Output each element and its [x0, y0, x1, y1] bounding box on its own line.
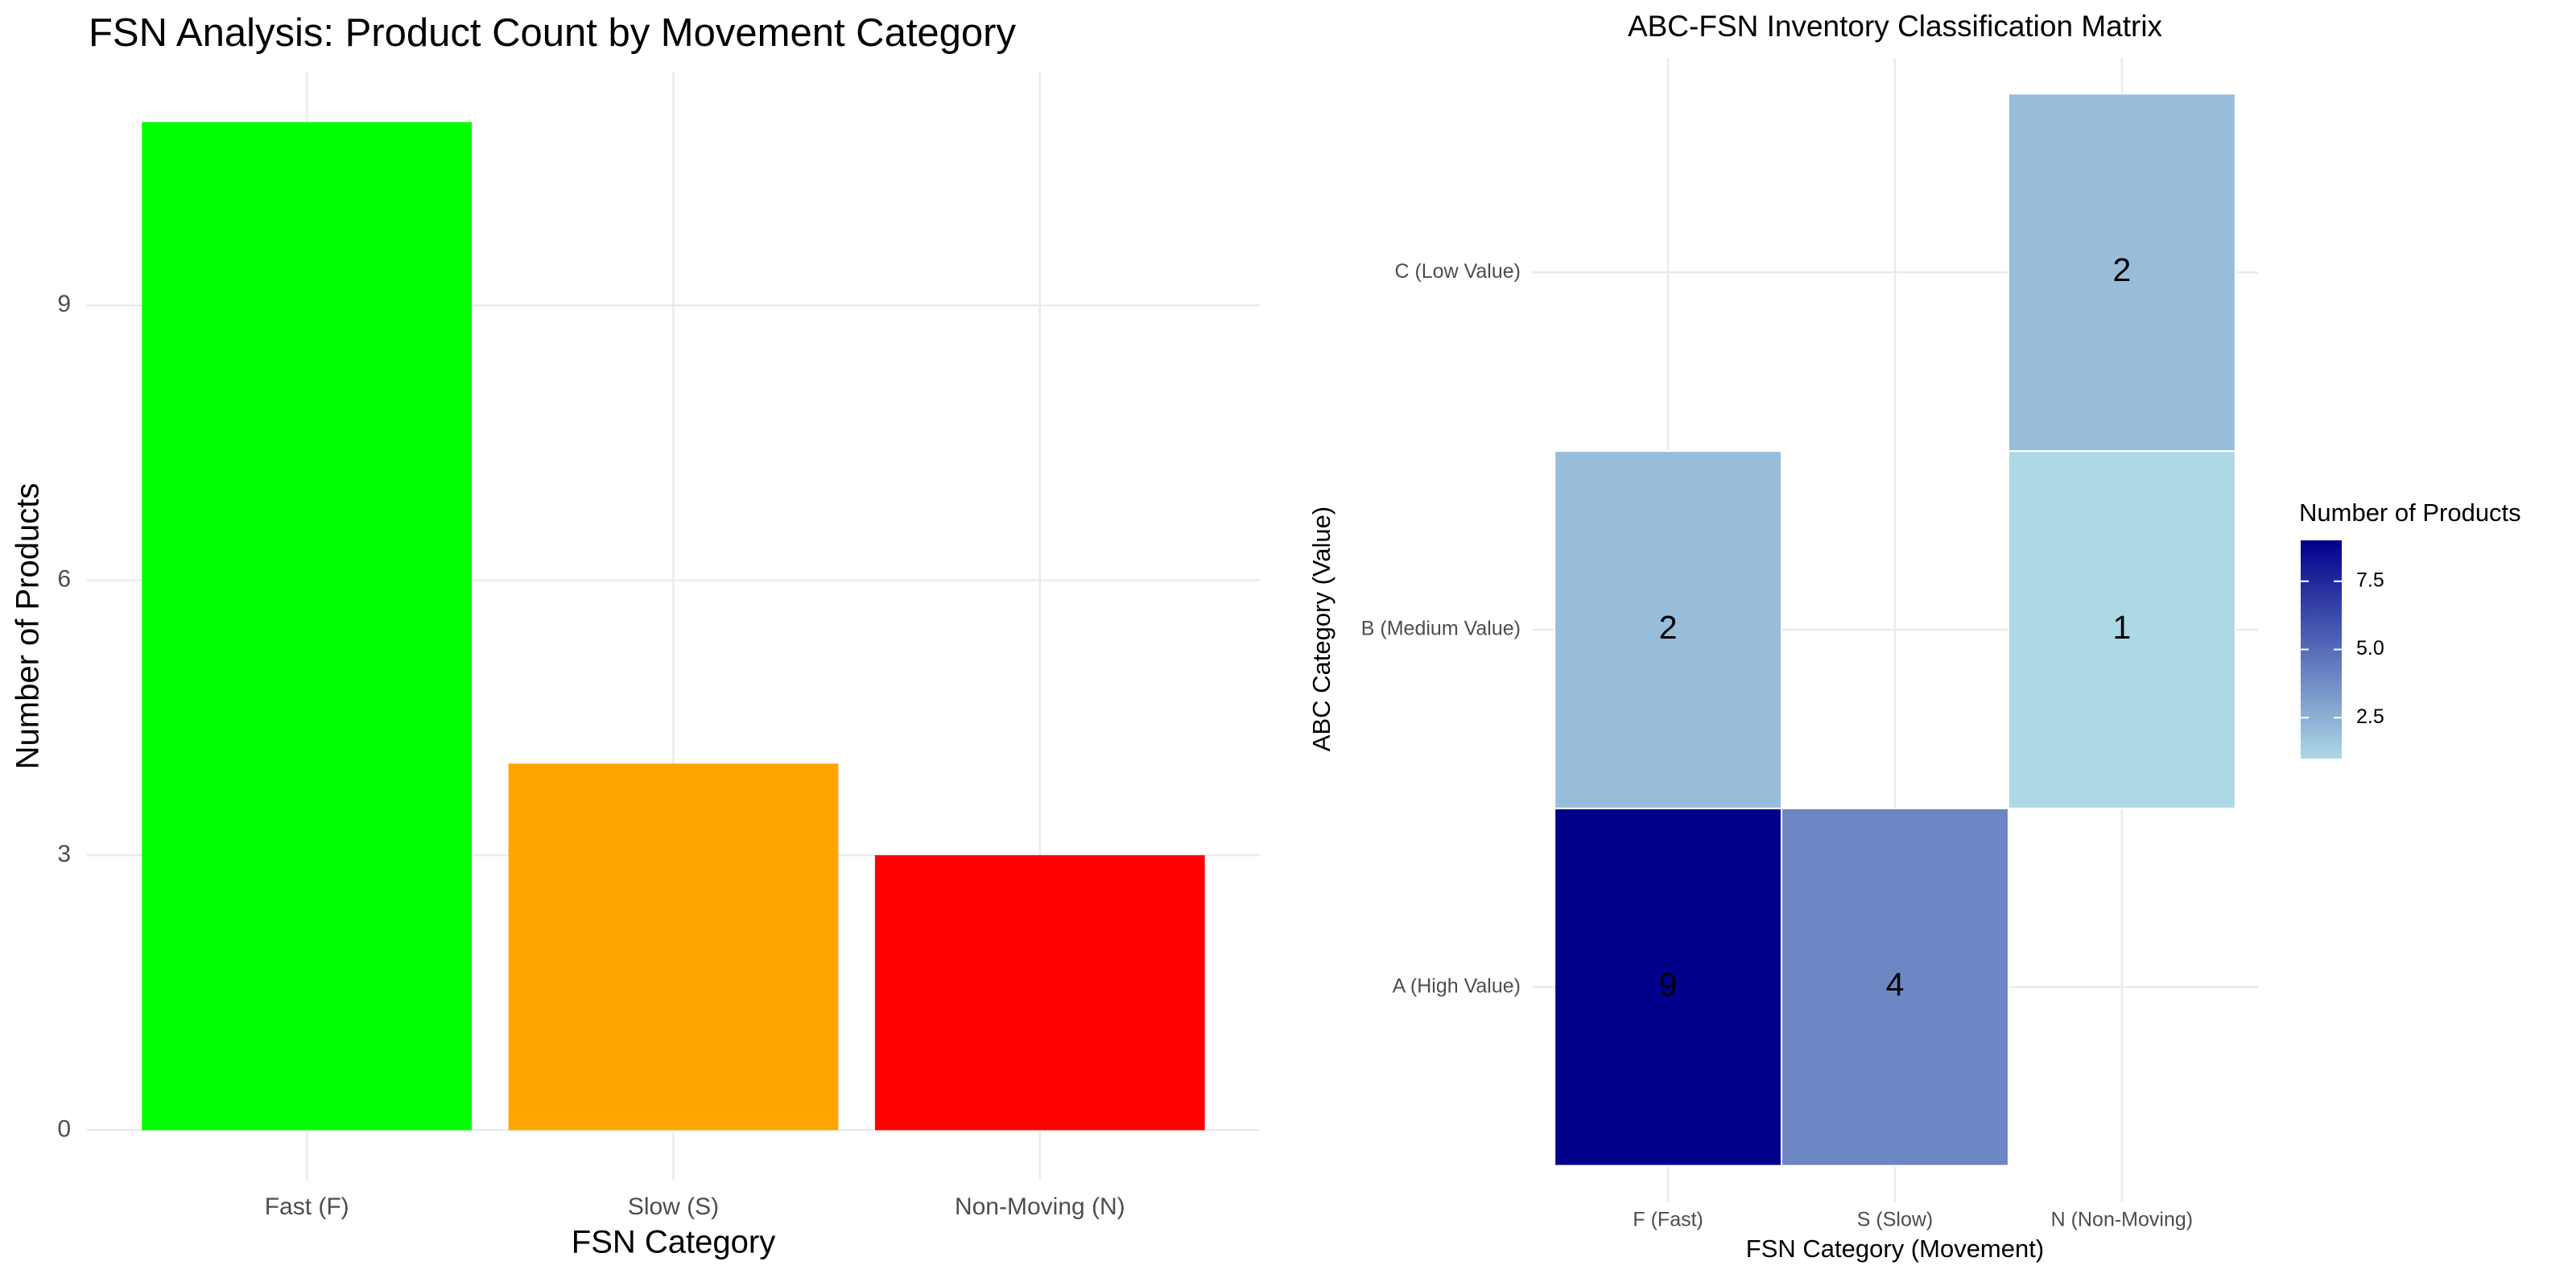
- chart-title: FSN Analysis: Product Count by Movement …: [89, 11, 1017, 55]
- y-tick-label: 0: [57, 1115, 71, 1142]
- bar: [508, 763, 839, 1131]
- colorbar-label: 2.5: [2356, 705, 2384, 728]
- x-axis-title: FSN Category: [572, 1225, 775, 1260]
- legend-title: Number of Products: [2299, 498, 2521, 527]
- x-tick-label: N (Non-Moving): [2051, 1209, 2193, 1231]
- y-tick-label: A (High Value): [1393, 974, 1521, 997]
- colorbar-label: 5.0: [2356, 637, 2384, 660]
- y-tick-label: 9: [57, 291, 71, 317]
- chart-title: ABC-FSN Inventory Classification Matrix: [1628, 10, 2163, 43]
- cell-label: 9: [1659, 966, 1678, 1003]
- y-axis-title: Number of Products: [10, 483, 46, 770]
- x-tick-label: F (Fast): [1633, 1209, 1703, 1231]
- bar: [874, 855, 1205, 1131]
- cell-label: 2: [1659, 609, 1678, 646]
- x-axis-title: FSN Category (Movement): [1746, 1235, 2044, 1263]
- y-tick-label: 6: [57, 566, 71, 593]
- heatmap-cell: [1554, 450, 1783, 809]
- heatmap-cell: [1554, 807, 1783, 1167]
- bar: [142, 122, 473, 1131]
- y-axis-title: ABC Category (Value): [1307, 507, 1335, 751]
- y-tick-label: 3: [57, 841, 71, 867]
- cell-label: 4: [1886, 966, 1905, 1003]
- cell-label: 2: [2112, 251, 2131, 288]
- cell-label: 1: [2112, 609, 2131, 646]
- x-tick-label: S (Slow): [1857, 1209, 1933, 1231]
- x-tick-label: Non-Moving (N): [955, 1193, 1125, 1220]
- y-tick-label: C (Low Value): [1394, 260, 1521, 283]
- heatmap-cell: [1781, 807, 2009, 1167]
- colorbar-label: 7.5: [2356, 569, 2384, 591]
- x-tick-label: Fast (F): [265, 1193, 349, 1220]
- heatmap-cell: [2007, 450, 2236, 809]
- heatmap-cell: [2007, 93, 2236, 453]
- y-tick-label: B (Medium Value): [1361, 618, 1521, 640]
- x-tick-label: Slow (S): [628, 1193, 719, 1220]
